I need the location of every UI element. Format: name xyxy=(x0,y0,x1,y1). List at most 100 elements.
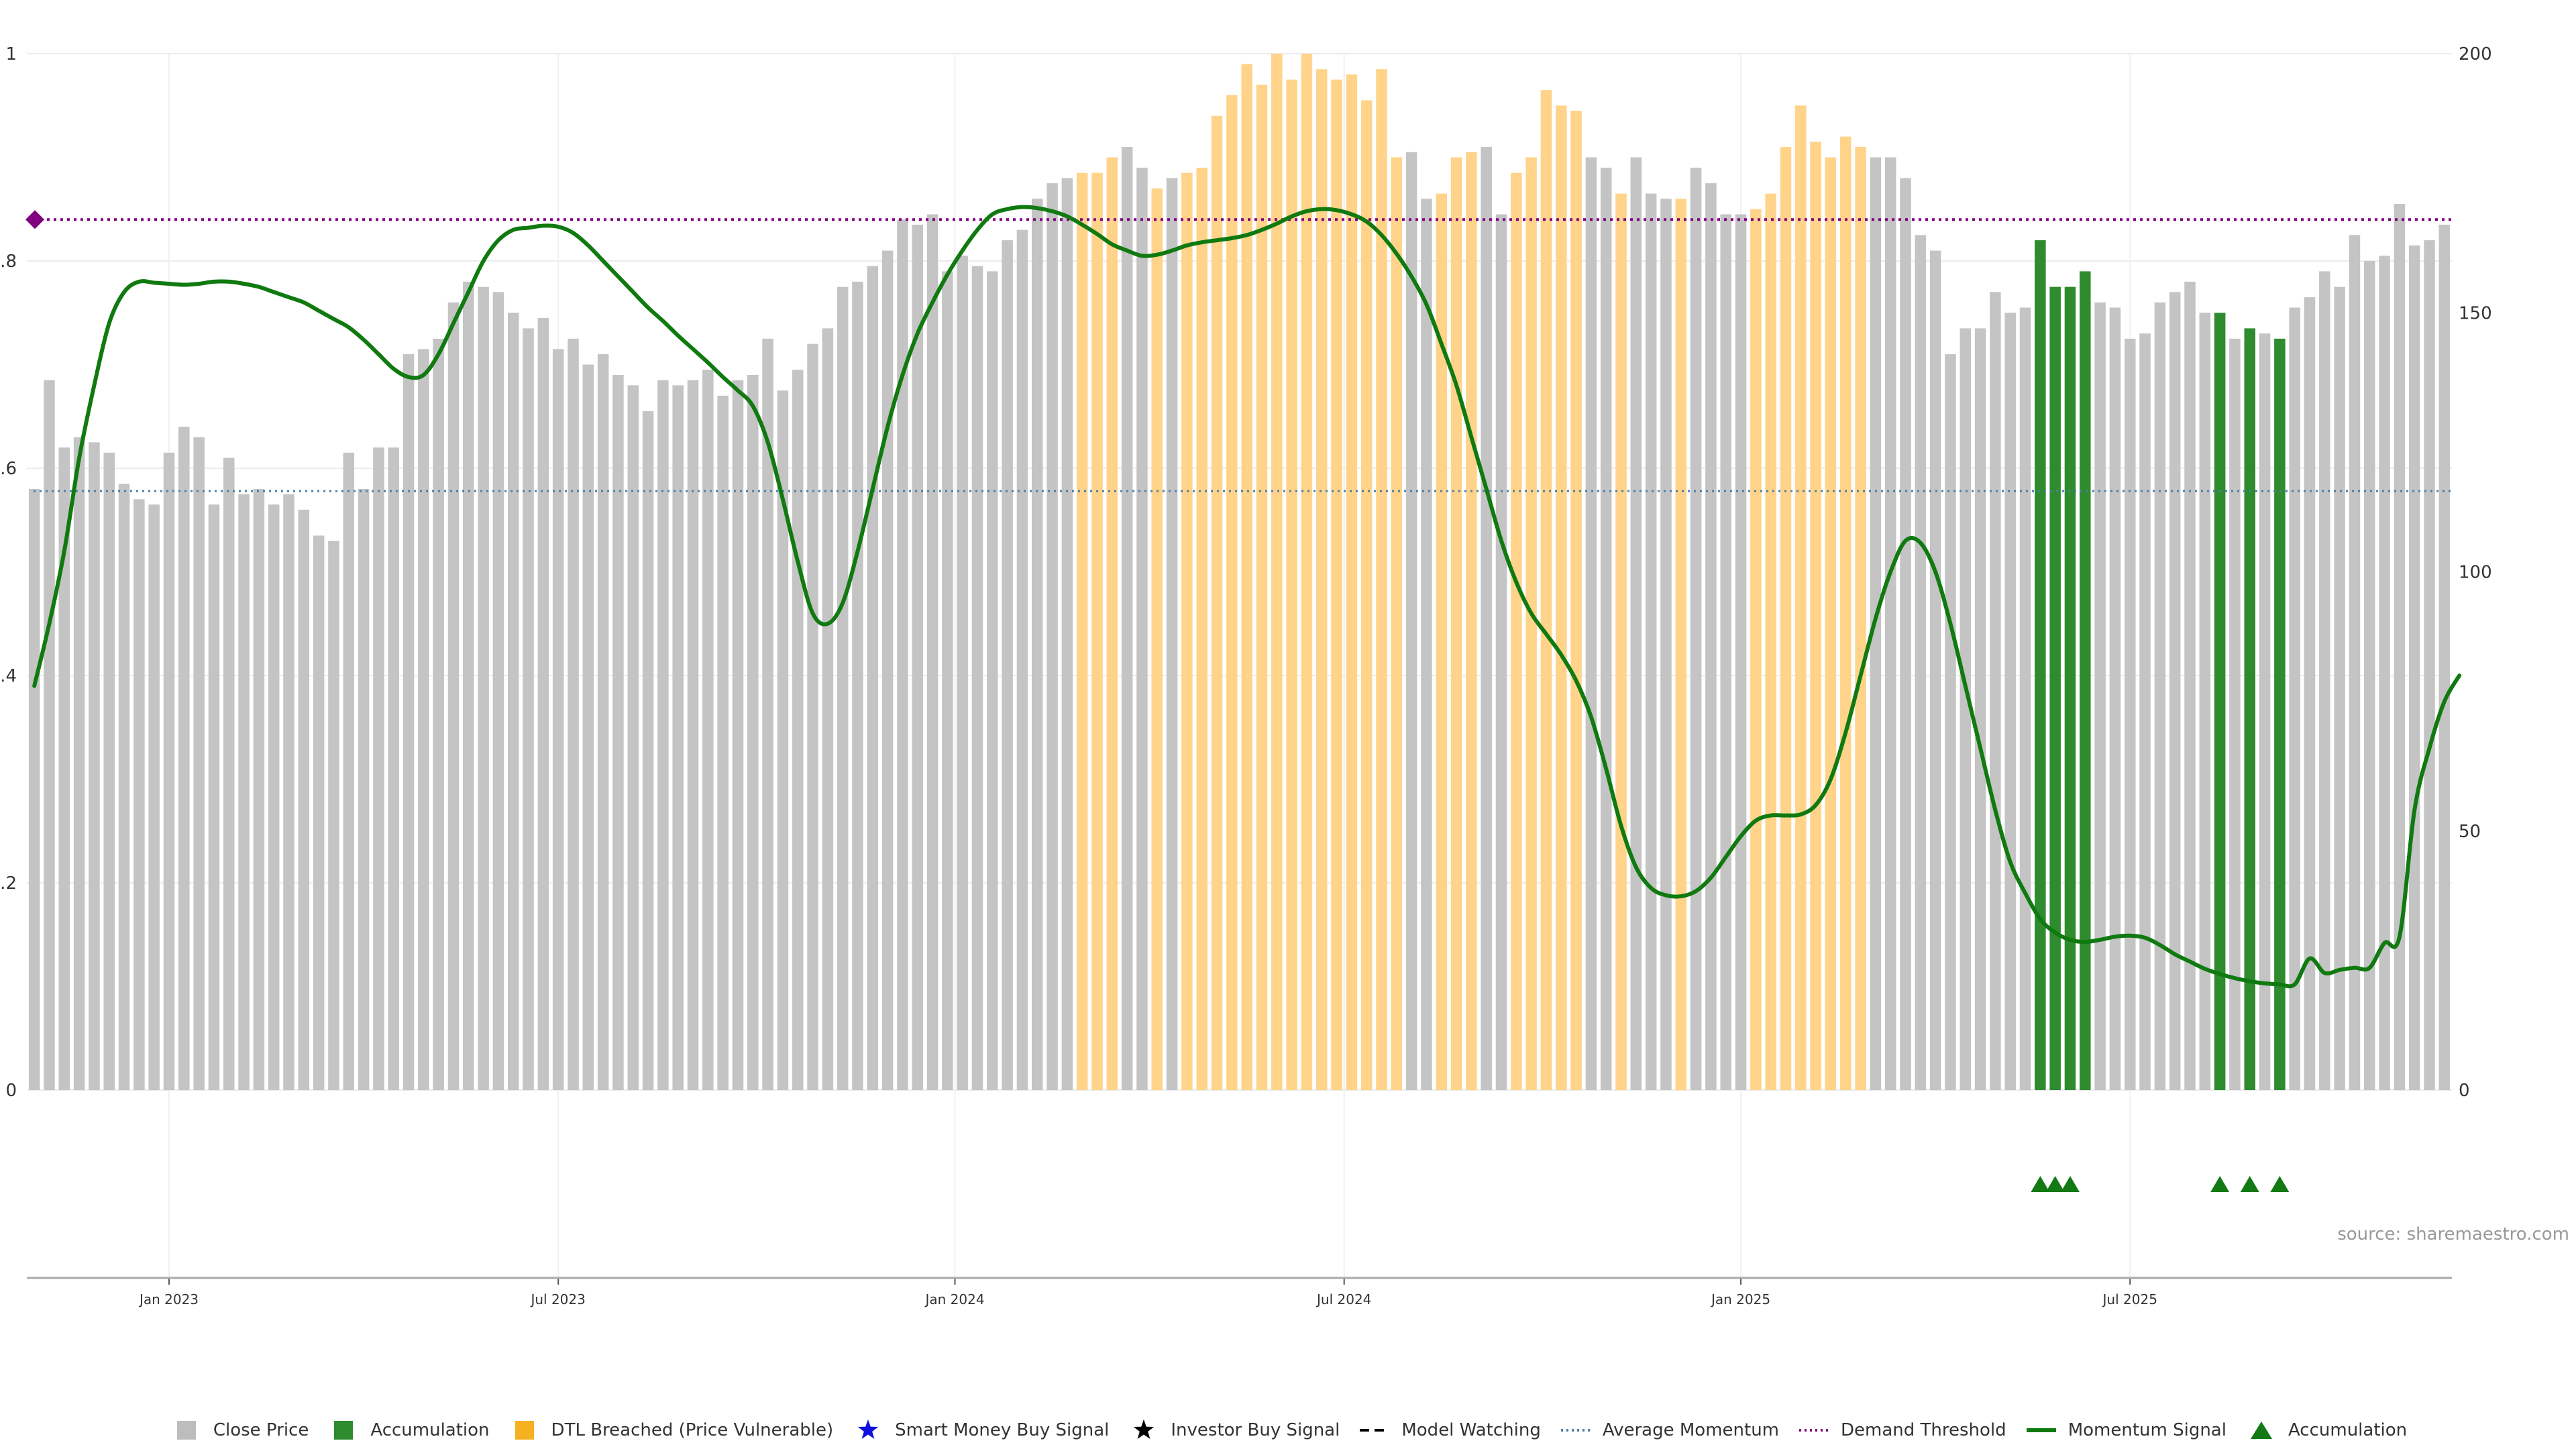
close-price-bar xyxy=(1735,214,1747,1091)
close-price-bars xyxy=(28,54,2451,1091)
close-price-bar xyxy=(777,390,789,1090)
close-price-bar xyxy=(1945,354,1956,1090)
legend-symbol-dotted-purple xyxy=(1796,1419,1831,1442)
close-price-bar xyxy=(897,219,908,1091)
dtl-breached-bar xyxy=(1511,172,1522,1090)
dtl-breached-bar xyxy=(1076,172,1088,1090)
x-tick-label: Jul 2024 xyxy=(1316,1291,1371,1307)
close-price-bar xyxy=(2019,307,2031,1090)
right-tick-label: 150 xyxy=(2459,303,2492,323)
demand-threshold-marker xyxy=(25,210,44,229)
close-price-bar xyxy=(2154,302,2166,1090)
close-price-bar xyxy=(44,380,55,1090)
momentum-signal-group xyxy=(32,205,2462,989)
dtl-breached-bar xyxy=(1360,100,1373,1090)
dtl-breached-bar xyxy=(1226,95,1238,1090)
left-tick-label: 0.4 xyxy=(0,666,17,686)
close-price-bar xyxy=(178,427,190,1090)
close-price-bar xyxy=(537,317,549,1091)
close-price-bar xyxy=(702,370,714,1090)
x-tick-label: Jul 2023 xyxy=(529,1291,585,1307)
close-price-bar xyxy=(148,504,160,1090)
close-price-bar xyxy=(552,349,564,1091)
accumulation-bar xyxy=(2080,271,2091,1091)
dtl-breached-bar xyxy=(1839,136,1851,1091)
close-price-bar xyxy=(627,385,639,1090)
close-price-bar xyxy=(2139,333,2151,1090)
close-price-bar xyxy=(268,504,280,1090)
legend-item: Smart Money Buy Signal xyxy=(851,1419,1109,1442)
close-price-bar xyxy=(447,302,460,1090)
dtl-breached-bar xyxy=(1211,115,1223,1091)
close-price-bar xyxy=(223,458,235,1090)
dtl-breached-bar xyxy=(1151,188,1163,1091)
left-tick-label: 0 xyxy=(5,1081,17,1101)
close-price-bar xyxy=(1645,193,1657,1091)
close-price-bar xyxy=(328,541,339,1090)
close-price-bar xyxy=(163,452,175,1090)
accumulation-marker xyxy=(2045,1176,2065,1192)
dtl-breached-bar xyxy=(1436,193,1448,1091)
close-price-bar xyxy=(2124,338,2136,1090)
dtl-breached-bar xyxy=(1765,193,1776,1091)
close-price-bar xyxy=(1720,214,1731,1091)
dtl-breached-bar xyxy=(1181,172,1193,1090)
close-price-bar xyxy=(1136,167,1148,1091)
close-price-bar xyxy=(2004,313,2016,1090)
accumulation-marker xyxy=(2031,1176,2050,1192)
close-price-bar xyxy=(1481,147,1492,1090)
close-price-bar xyxy=(1495,214,1507,1091)
close-price-bar xyxy=(478,286,489,1090)
legend-item: Accumulation xyxy=(2244,1419,2407,1442)
legend-symbol-square-orange xyxy=(507,1419,542,1442)
accumulation-bar xyxy=(2244,328,2256,1090)
close-price-bar xyxy=(612,374,624,1091)
accumulation-bar xyxy=(2214,313,2226,1090)
dtl-breached-bar xyxy=(1271,54,1283,1090)
dtl-breached-bar xyxy=(1675,199,1687,1090)
dtl-breached-bar xyxy=(1466,152,1477,1090)
close-price-bar xyxy=(1660,199,1672,1090)
accumulation-bar xyxy=(2274,338,2286,1090)
close-price-bar xyxy=(881,250,894,1090)
close-price-bar xyxy=(507,313,519,1090)
right-tick-label: 50 xyxy=(2459,822,2481,842)
dtl-breached-bar xyxy=(1196,167,1208,1091)
close-price-bar xyxy=(2319,271,2330,1091)
left-tick-label: 1 xyxy=(5,44,17,64)
close-price-bar xyxy=(837,286,849,1090)
dtl-breached-bar xyxy=(1810,142,1821,1091)
close-price-bar xyxy=(1031,199,1043,1090)
close-price-bar xyxy=(2424,240,2435,1091)
source-label: source: sharemaestro.com xyxy=(2337,1224,2569,1244)
close-price-bar xyxy=(2184,281,2196,1090)
close-price-bar xyxy=(358,488,370,1090)
x-tick-label: Jan 2024 xyxy=(924,1291,984,1307)
close-price-bar xyxy=(253,488,265,1090)
close-price-bar xyxy=(1061,178,1073,1090)
close-price-bar xyxy=(717,395,729,1090)
dtl-breached-bar xyxy=(1855,147,1866,1090)
close-price-bar xyxy=(118,484,130,1090)
close-price-bar xyxy=(1690,167,1702,1091)
legend-symbol-line-green xyxy=(2024,1419,2059,1442)
accumulation-markers xyxy=(2031,1176,2290,1192)
legend-symbol-triangle-green xyxy=(2244,1419,2279,1442)
axes: 0 0.2 0.4 0.6 0.8 1 0 50 100 150 200 Jan 2023 Jul 20… xyxy=(0,44,2492,1307)
close-price-bar xyxy=(912,224,923,1090)
close-price-bar xyxy=(926,214,938,1091)
dtl-breached-bar xyxy=(1615,193,1627,1091)
dtl-breached-bar xyxy=(1540,90,1552,1091)
close-price-bar xyxy=(133,499,145,1090)
close-price-bar xyxy=(1585,157,1597,1090)
close-price-bar xyxy=(807,343,818,1090)
close-price-bar xyxy=(89,442,100,1090)
close-price-bar xyxy=(238,494,250,1090)
left-tick-label: 0.8 xyxy=(0,252,17,272)
close-price-bar xyxy=(568,338,579,1090)
close-price-bar xyxy=(402,354,415,1090)
close-price-bar xyxy=(2109,307,2121,1090)
legend-label: Demand Threshold xyxy=(1841,1420,2006,1440)
close-price-bar xyxy=(73,437,85,1090)
